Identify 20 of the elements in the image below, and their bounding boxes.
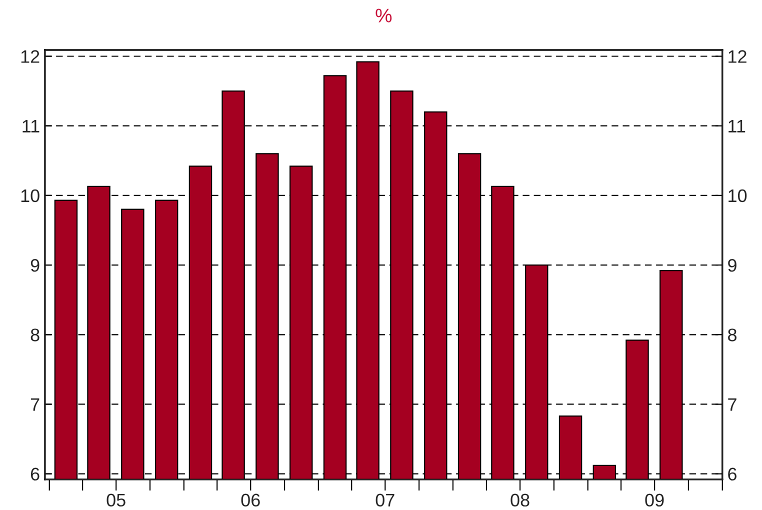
x-tick-label: 08 bbox=[510, 494, 530, 507]
y2-tick-label: 11 bbox=[728, 120, 746, 132]
y-tick-label: 7 bbox=[30, 398, 40, 411]
y-tick-label: 9 bbox=[30, 258, 40, 272]
y2-tick-label: 7 bbox=[728, 398, 736, 411]
y2-tick-label: 12 bbox=[728, 50, 746, 63]
y2-tick-label: 8 bbox=[728, 328, 736, 342]
y-tick-label: 12 bbox=[21, 50, 40, 63]
y-tick-label: 11 bbox=[22, 120, 40, 132]
y2-tick-label: 10 bbox=[728, 189, 747, 202]
y-tick-label: 6 bbox=[30, 468, 40, 481]
x-tick-label: 09 bbox=[645, 494, 664, 507]
y2-tick-label: 6 bbox=[728, 468, 736, 481]
chart-title: % bbox=[376, 8, 392, 22]
y2-tick-label: 9 bbox=[728, 258, 736, 272]
x-tick-label: 06 bbox=[241, 494, 260, 507]
y-tick-label: 8 bbox=[30, 328, 40, 342]
x-tick-label: 05 bbox=[106, 494, 126, 507]
x-tick-label: 07 bbox=[376, 494, 394, 507]
y-tick-label: 10 bbox=[21, 189, 40, 202]
